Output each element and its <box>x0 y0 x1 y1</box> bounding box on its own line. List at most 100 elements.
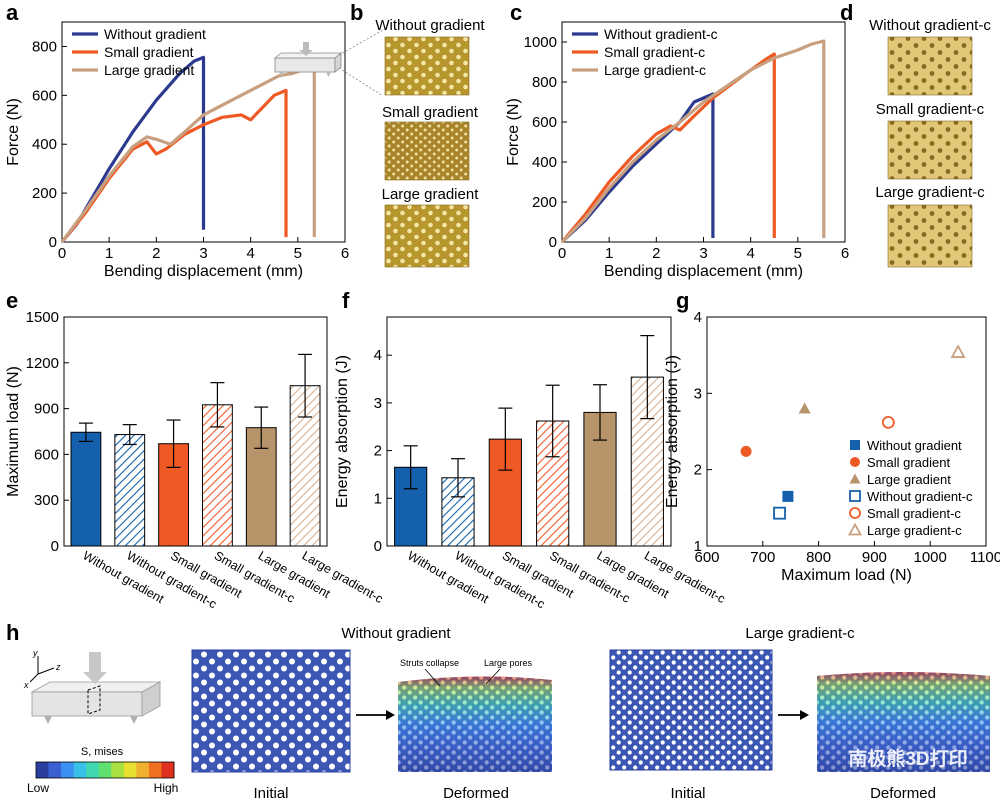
bar-without-gradient-c <box>114 434 146 547</box>
photo-small-gradient <box>384 121 470 181</box>
series-line-small-gradient-c <box>560 52 776 244</box>
x-axis-label: Bending displacement (mm) <box>104 263 303 280</box>
stress-scale-cell <box>148 762 162 778</box>
legend-label-small-gradient: Small gradient <box>104 44 194 60</box>
caption-deformed-2: Deformed <box>870 785 936 802</box>
x-tick-label: 3 <box>199 245 207 262</box>
x-tick-label: 0 <box>558 245 566 262</box>
x-tick-label: 1 <box>105 245 113 262</box>
legend-label-small-gradient-c: Small gradient-c <box>604 44 705 60</box>
y-axis-label: Force (N) <box>505 98 522 166</box>
legend-marker-small-gradient <box>850 457 860 467</box>
stress-scale-cell <box>136 762 150 778</box>
x-axis-label: Maximum load (N) <box>781 567 912 584</box>
legend-label-without-gradient-c: Without gradient-c <box>604 26 718 42</box>
x-axis-label: Bending displacement (mm) <box>604 263 803 280</box>
y-axis-label: Energy absorption (J) <box>664 355 681 508</box>
x-tick-label: 700 <box>750 549 775 566</box>
photo-label-large-gradient: Large gradient <box>382 186 480 203</box>
panel-letter-c: c <box>510 0 522 25</box>
point-large-gradient-c <box>950 344 966 358</box>
y-tick-label: 1000 <box>524 34 557 51</box>
x-tick-label: 5 <box>294 245 302 262</box>
legend-marker-large-gradient <box>849 473 861 484</box>
stress-scale-cell <box>98 762 112 778</box>
photo-without-gradient-c <box>887 36 973 96</box>
legend-label-large-gradient: Large gradient <box>104 62 194 78</box>
axis-y-label: y <box>32 648 38 658</box>
x-tick-label: 0 <box>58 245 66 262</box>
point-small-gradient <box>740 445 752 457</box>
series-line-small-gradient <box>60 88 288 244</box>
point-without-gradient <box>782 490 794 502</box>
photo-large-gradient <box>384 204 470 268</box>
stress-color-scale <box>35 761 175 779</box>
legend-label-large-gradient: Large gradient <box>867 472 951 487</box>
x-tick-label: 2 <box>652 245 660 262</box>
category-label-without-gradient: Without gradient <box>405 548 491 606</box>
stress-legend-low: Low <box>27 781 49 795</box>
y-tick-label: 800 <box>32 38 57 55</box>
mesh-large-gradient-c-initial <box>609 649 773 771</box>
beam-schematic <box>30 652 162 724</box>
panel-letter-f: f <box>342 288 350 313</box>
panel-h-simulation: y z x S, mises Low High Without gradient… <box>23 625 990 802</box>
y-tick-label: 400 <box>532 154 557 171</box>
mesh-large-gradient-c-deformed <box>817 672 990 772</box>
stress-scale-cell <box>73 762 87 778</box>
y-tick-label: 1 <box>694 538 702 555</box>
annotation-large-pores: Large pores <box>484 658 533 668</box>
stress-legend-title: S, mises <box>81 746 124 758</box>
stress-scale-cell <box>111 762 125 778</box>
stress-scale-cell <box>61 762 74 778</box>
annotation-struts-collapse: Struts collapse <box>400 658 459 668</box>
bar-small-gradient-c <box>202 404 233 547</box>
panel-letter-e: e <box>6 288 18 313</box>
x-tick-label: 1000 <box>914 549 947 566</box>
y-axis-label: Maximum load (N) <box>5 366 22 497</box>
point-without-gradient-c <box>773 506 786 520</box>
series-line-large-gradient-c <box>560 39 826 244</box>
x-tick-label: 6 <box>341 245 349 262</box>
legend-marker-without-gradient <box>850 440 860 450</box>
y-tick-label: 3 <box>694 385 702 402</box>
stress-legend-high: High <box>154 781 179 795</box>
x-tick-label: 5 <box>794 245 802 262</box>
legend-marker-large-gradient-c <box>847 522 863 536</box>
x-tick-label: 4 <box>246 245 254 262</box>
y-tick-label: 800 <box>532 74 557 91</box>
legend-label-without-gradient-c: Without gradient-c <box>867 489 973 504</box>
y-axis-label: Force (N) <box>5 98 22 166</box>
y-tick-label: 1 <box>374 490 382 507</box>
x-tick-label: 800 <box>806 549 831 566</box>
x-tick-label: 6 <box>841 245 849 262</box>
photo-large-gradient-c <box>887 204 973 268</box>
point-large-gradient <box>798 402 811 414</box>
x-tick-label: 600 <box>694 549 719 566</box>
x-tick-label: 1100 <box>970 549 1000 566</box>
photo-small-gradient-c <box>887 120 973 180</box>
y-tick-label: 3 <box>374 395 382 412</box>
panel-letter-g: g <box>676 288 689 313</box>
x-tick-label: 3 <box>699 245 707 262</box>
panel-letter-b: b <box>350 0 363 25</box>
legend-label-small-gradient: Small gradient <box>867 455 950 470</box>
panel-d-specimen-photos: Without gradient-c Small gradient-c Larg… <box>869 17 991 268</box>
coordinate-axes-icon: y z x <box>23 648 61 690</box>
series-line-large-gradient <box>60 59 316 243</box>
legend-label-without-gradient: Without gradient <box>867 438 962 453</box>
x-tick-label: 900 <box>862 549 887 566</box>
panel-letter-d: d <box>840 0 853 25</box>
photo-without-gradient <box>384 36 470 96</box>
photo-label-without-gradient-c: Without gradient-c <box>869 17 991 34</box>
y-tick-label: 1200 <box>26 355 59 372</box>
photo-label-without-gradient: Without gradient <box>375 17 485 34</box>
panel-letter-h: h <box>6 620 19 645</box>
x-tick-label: 2 <box>152 245 160 262</box>
watermark: 南极熊3D打印 <box>848 747 967 770</box>
legend-label-without-gradient: Without gradient <box>104 26 206 42</box>
panel-b-specimen-photos: Without gradient Small gradient Large gr… <box>375 17 485 268</box>
y-tick-label: 4 <box>694 309 702 326</box>
legend-marker-small-gradient-c <box>849 507 861 519</box>
